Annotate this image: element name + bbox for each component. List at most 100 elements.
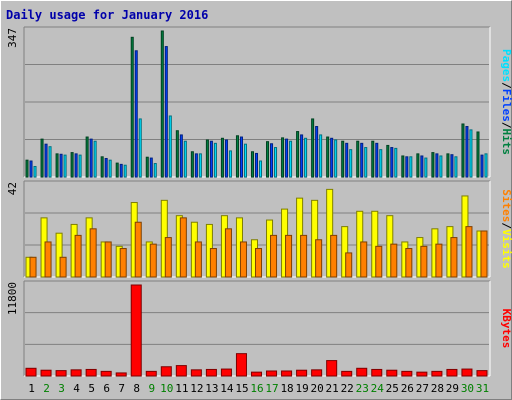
bar-files [224, 139, 228, 178]
bar-files [44, 143, 48, 178]
x-tick-label: 5 [88, 382, 95, 395]
bar-sites [164, 237, 172, 278]
bar-hits [326, 136, 330, 178]
bar-hits [281, 137, 285, 178]
bar-hits [205, 139, 209, 178]
x-tick-label: 30 [461, 382, 474, 395]
bar-kbytes [70, 369, 82, 377]
bar-hits [85, 136, 89, 178]
x-tick-label: 17 [265, 382, 278, 395]
y-max-label: 11800 [6, 282, 19, 315]
x-tick-label: 25 [386, 382, 399, 395]
x-tick-label: 28 [431, 382, 444, 395]
bar-files [465, 126, 469, 178]
right-legend-visits: Sites/Visits [500, 189, 512, 269]
bar-sites [405, 248, 413, 278]
bar-visits [371, 210, 379, 278]
x-tick-label: 18 [280, 382, 293, 395]
bar-hits [100, 156, 104, 178]
x-tick-label: 12 [190, 382, 203, 395]
x-tick-label: 2 [43, 382, 50, 395]
bar-files [420, 155, 424, 178]
bar-sites [254, 248, 263, 278]
legend-label: Hits [500, 129, 512, 156]
bar-hits [461, 123, 465, 178]
x-tick-label: 24 [371, 382, 385, 395]
bar-hits [401, 155, 405, 178]
bar-pages [304, 137, 308, 178]
bar-hits [266, 141, 270, 178]
bar-files [104, 157, 108, 178]
right-legend-kbytes: KBytes [500, 309, 512, 349]
bar-files [330, 137, 334, 178]
bar-pages [48, 146, 52, 178]
bar-files [300, 134, 304, 178]
bar-sites [149, 243, 157, 278]
y-max-label: 42 [6, 182, 19, 195]
x-tick-label: 23 [356, 382, 369, 395]
x-tick-label: 14 [220, 382, 234, 395]
bar-pages [183, 140, 187, 178]
bar-files [285, 138, 289, 178]
bar-sites [375, 245, 383, 278]
bar-pages [424, 157, 428, 178]
x-tick-label: 16 [250, 382, 263, 395]
bar-hits [160, 30, 164, 178]
bar-pages [364, 147, 368, 178]
bar-sites [300, 234, 308, 278]
bar-files [194, 153, 198, 178]
bar-files [270, 143, 274, 178]
x-tick-label: 20 [311, 382, 324, 395]
bar-kbytes [416, 371, 428, 377]
bar-sites [74, 234, 82, 278]
x-tick-label: 10 [160, 382, 173, 395]
bar-files [360, 142, 364, 178]
bar-sites [239, 241, 247, 278]
bar-kbytes [190, 369, 202, 377]
bar-pages [153, 163, 157, 178]
bar-pages [138, 118, 142, 178]
bar-pages [469, 129, 473, 178]
bar-pages [258, 160, 263, 178]
bar-kbytes [431, 370, 443, 377]
bar-sites [134, 221, 142, 278]
bar-kbytes [115, 372, 127, 377]
bar-sites [104, 241, 112, 278]
bar-sites [89, 228, 97, 278]
bar-files [450, 154, 454, 178]
x-tick-label: 22 [341, 382, 354, 395]
bar-files [405, 156, 409, 178]
bar-pages [409, 156, 413, 178]
bar-files [480, 154, 484, 178]
bar-pages [243, 143, 247, 178]
bar-files [119, 163, 123, 178]
panel-bg [24, 281, 490, 376]
bar-files [89, 138, 93, 178]
x-tick-label: 8 [133, 382, 140, 395]
bar-sites [480, 230, 488, 278]
bar-pages [289, 140, 293, 178]
bar-pages [213, 142, 217, 178]
bar-kbytes [401, 370, 413, 377]
bar-sites [435, 243, 443, 278]
bar-hits [190, 151, 194, 178]
bar-visits [326, 188, 334, 278]
bar-hits [235, 135, 239, 178]
x-tick-label: 21 [326, 382, 339, 395]
bar-hits [341, 140, 345, 178]
x-tick-label: 6 [103, 382, 110, 395]
bar-pages [93, 140, 97, 178]
bar-files [134, 50, 138, 178]
bar-sites [420, 245, 428, 278]
bar-sites [194, 241, 202, 278]
bar-visits [55, 232, 63, 278]
bar-files [164, 46, 168, 178]
x-tick-label: 29 [446, 382, 459, 395]
bar-kbytes [145, 370, 157, 377]
bar-sites [224, 228, 232, 278]
bar-files [390, 147, 394, 178]
bar-kbytes [296, 369, 308, 377]
bar-sites [59, 256, 67, 278]
bar-pages [228, 150, 232, 178]
